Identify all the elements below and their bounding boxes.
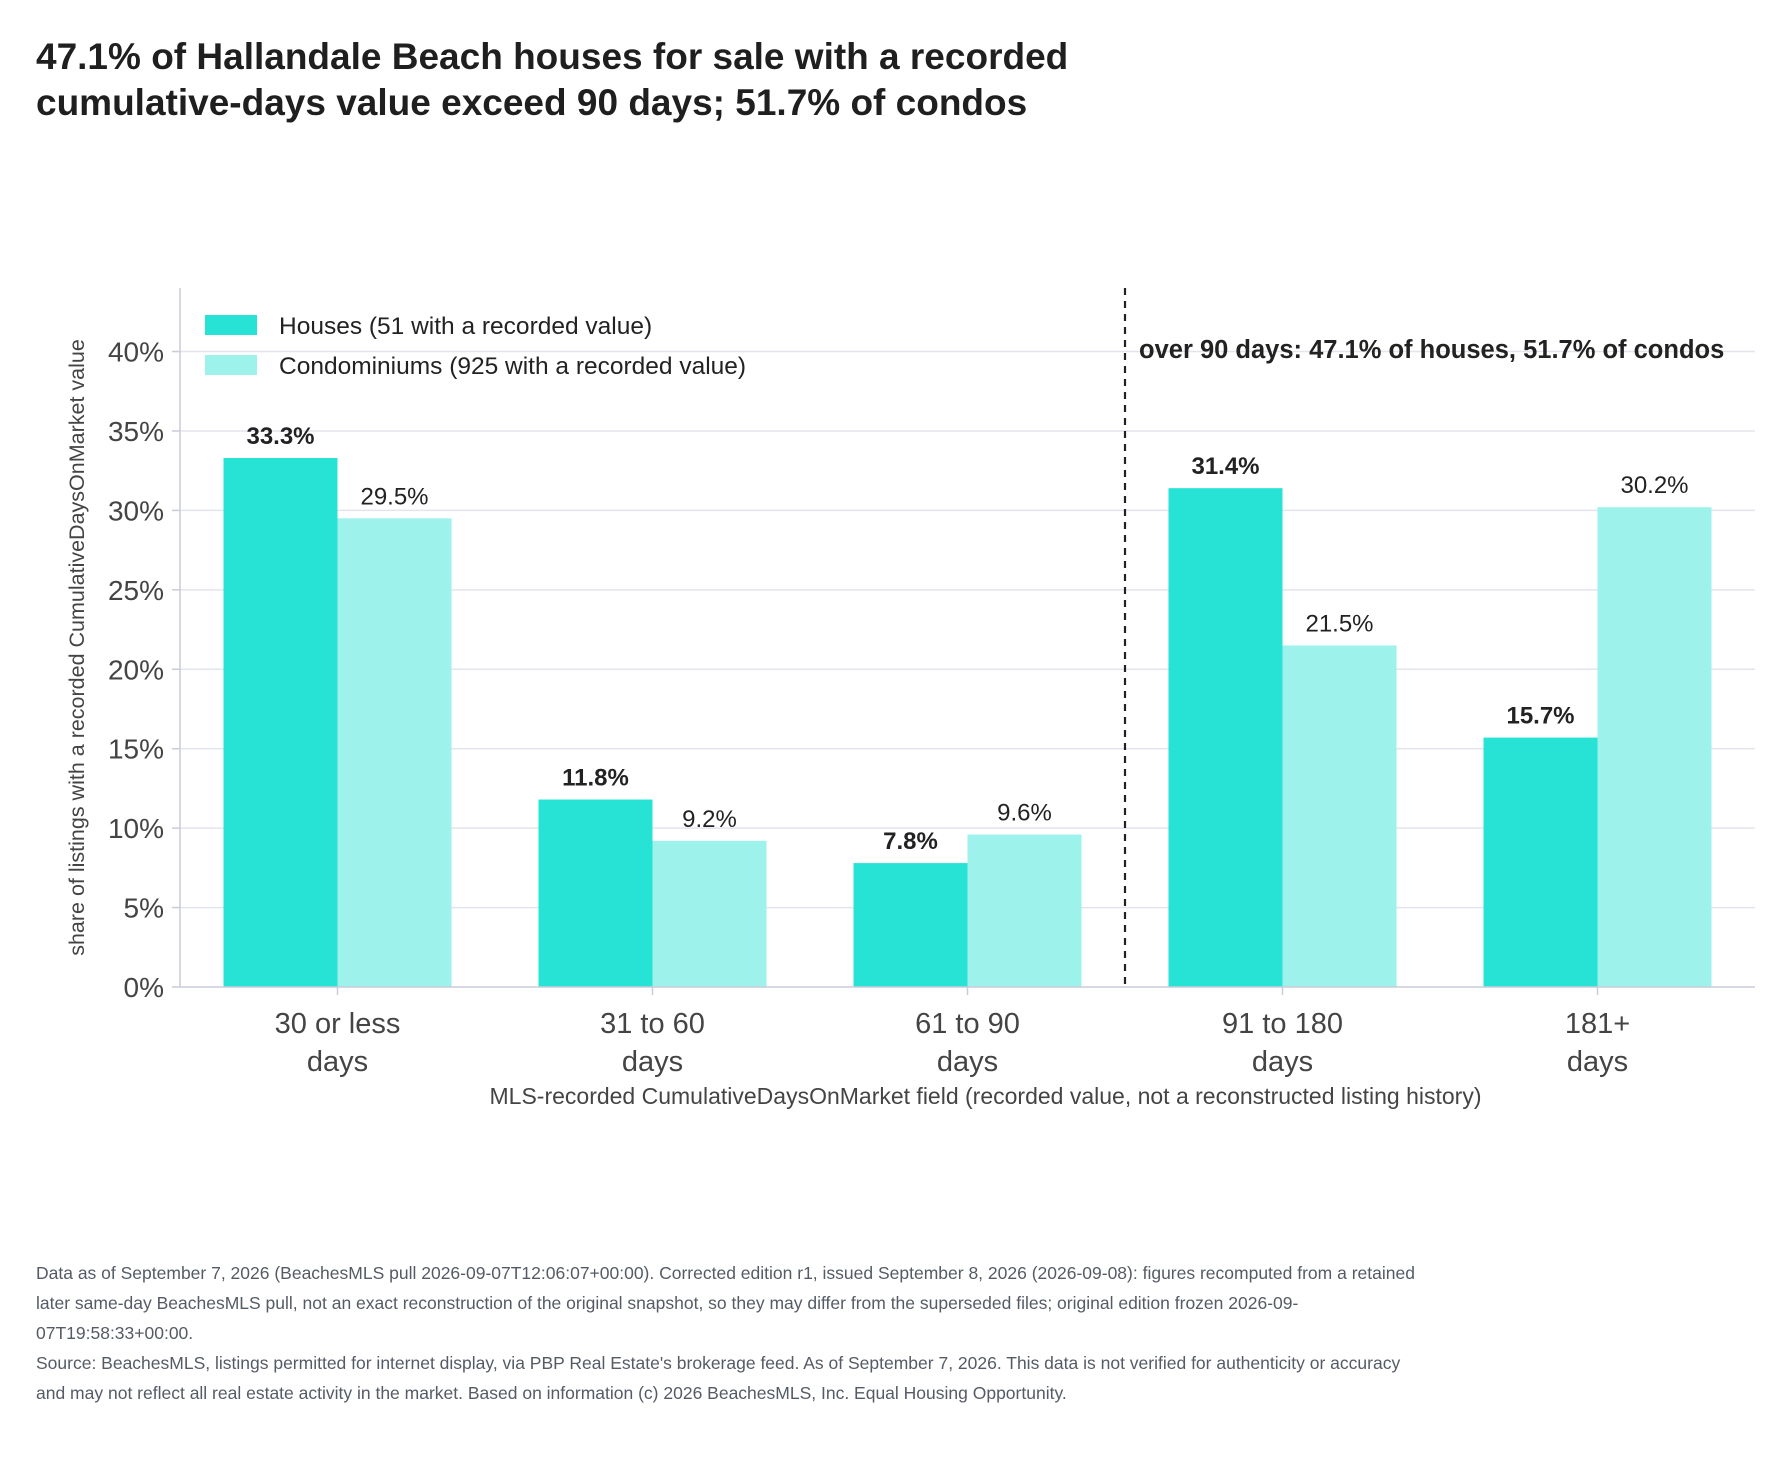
x-tick-label: days <box>937 1046 998 1078</box>
bar-condos <box>652 840 767 987</box>
bar-condos <box>337 518 452 987</box>
bar-value-label: 7.8% <box>883 828 938 855</box>
x-tick-label: 31 to 60 <box>600 1008 705 1040</box>
y-tick-label: 5% <box>124 893 164 924</box>
y-tick-label: 0% <box>124 972 164 1003</box>
footnote-data-note: Data as of September 7, 2026 (BeachesMLS… <box>36 1263 1415 1343</box>
legend-label: Houses (51 with a recorded value) <box>279 313 652 340</box>
bar-houses <box>1483 737 1598 987</box>
bar-condos <box>1597 507 1712 987</box>
y-tick-label: 15% <box>108 734 164 765</box>
bar-value-label: 30.2% <box>1620 472 1688 499</box>
legend: Houses (51 with a recorded value) Condomi… <box>205 313 746 380</box>
y-axis-title: share of listings with a recorded Cumula… <box>65 339 89 956</box>
bar-value-label: 15.7% <box>1506 703 1574 730</box>
chart-title-line-1: 47.1% of Hallandale Beach houses for sal… <box>36 36 1069 77</box>
x-tick-label: 30 or less <box>275 1008 401 1040</box>
y-tick-label: 30% <box>108 495 164 526</box>
bar-chart: 0% 5% 10% 15% 20% 25% 30% 35% 40% 30 or less days 3… <box>65 288 1755 1109</box>
x-tick-label: 91 to 180 <box>1222 1008 1343 1040</box>
bar-value-label: 29.5% <box>360 483 428 510</box>
chart-title: 47.1% of Hallandale Beach houses for sal… <box>36 34 1436 126</box>
y-tick-label: 25% <box>108 575 164 606</box>
bar-houses <box>223 457 338 987</box>
legend-label: Condominiums (925 with a recorded value) <box>279 353 746 380</box>
x-tick-label: 61 to 90 <box>915 1008 1020 1040</box>
x-tick-label: days <box>1252 1046 1313 1078</box>
bar-value-label: 33.3% <box>246 423 314 450</box>
bar-houses <box>538 799 653 987</box>
annotation: over 90 days: 47.1% of houses, 51.7% of … <box>1123 288 1724 987</box>
x-tick-label: days <box>622 1046 683 1078</box>
y-tick-label: 10% <box>108 813 164 844</box>
bar-houses <box>1168 488 1283 987</box>
bar-value-label: 21.5% <box>1305 610 1373 637</box>
y-tick-label: 35% <box>108 416 164 447</box>
bar-value-label: 9.2% <box>682 806 737 833</box>
bar-houses <box>853 863 968 987</box>
bar-value-label: 9.6% <box>997 799 1052 826</box>
y-tick-label: 40% <box>108 337 164 368</box>
bars <box>223 457 1712 987</box>
chart-title-line-2: cumulative-days value exceed 90 days; 51… <box>36 82 1028 123</box>
y-tick-label: 20% <box>108 654 164 685</box>
footnote: Data as of September 7, 2026 (BeachesMLS… <box>36 1258 1416 1408</box>
bar-condos <box>1282 645 1397 987</box>
x-tick-label: 181+ <box>1565 1008 1630 1040</box>
data-labels: 33.3% 29.5% 11.8% 9.2% 7.8% 9.6% 31.4% 21.5% 15.… <box>246 423 1688 855</box>
x-axis-title: MLS-recorded CumulativeDaysOnMarket fiel… <box>490 1083 1482 1109</box>
annotation-text: over 90 days: 47.1% of houses, 51.7% of … <box>1139 336 1724 364</box>
axes: 0% 5% 10% 15% 20% 25% 30% 35% 40% 30 or less days 3… <box>65 288 1755 1109</box>
bar-value-label: 11.8% <box>562 765 629 792</box>
bar-condos <box>967 834 1082 987</box>
x-tick-label: days <box>1567 1046 1628 1078</box>
legend-swatch <box>205 355 257 375</box>
legend-swatch <box>205 315 257 335</box>
x-tick-label: days <box>307 1046 368 1078</box>
footnote-source-note: Source: BeachesMLS, listings permitted f… <box>36 1353 1401 1403</box>
bar-value-label: 31.4% <box>1191 453 1259 480</box>
